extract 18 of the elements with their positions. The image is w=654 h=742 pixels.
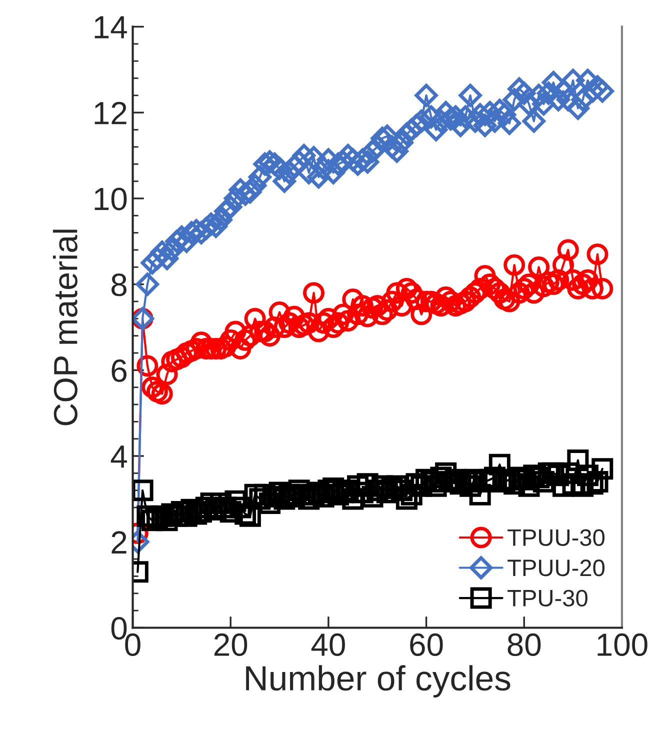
- legend-label: TPUU-20: [508, 560, 605, 576]
- y-tick-label: 6: [112, 359, 126, 382]
- y-tick-label: 14: [94, 16, 127, 38]
- y-tick-label: 2: [112, 531, 126, 554]
- legend-label: TPU-30: [508, 590, 588, 607]
- x-tick-label: 80: [508, 633, 541, 656]
- x-tick-label: 40: [311, 633, 345, 656]
- legend-label: TPUU-30: [508, 529, 605, 546]
- x-tick-label: 100: [598, 633, 648, 656]
- y-tick-label: 8: [112, 274, 127, 296]
- y-tick-label: 10: [94, 188, 127, 210]
- y-tick-label: 0: [111, 617, 127, 640]
- y-tick-label: 4: [110, 446, 127, 468]
- x-axis-title: Number of cycles: [246, 665, 510, 698]
- x-tick-label: 60: [410, 633, 443, 656]
- y-tick-label: 12: [94, 102, 126, 124]
- x-tick-label: 20: [214, 633, 248, 656]
- y-axis-title: COP material: [52, 230, 78, 426]
